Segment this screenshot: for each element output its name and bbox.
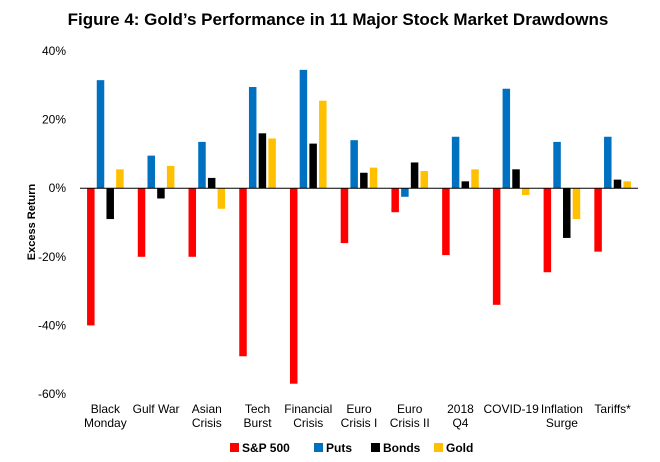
legend-label: Bonds [383, 441, 421, 455]
bar-bonds-5 [360, 172, 368, 189]
bar-bonds-9 [563, 188, 571, 238]
bar-gold-9 [572, 188, 581, 220]
bar-gold-5 [369, 167, 378, 189]
bar-s-p-500-7 [442, 188, 450, 256]
bar-gold-2 [217, 188, 226, 209]
x-category-label: Financial Crisis [284, 402, 332, 430]
bar-puts-3 [248, 87, 257, 189]
bar-gold-6 [420, 171, 429, 189]
bar-puts-4 [299, 69, 308, 189]
bar-s-p-500-5 [340, 188, 349, 244]
x-category-label: Tech Burst [244, 402, 273, 430]
legend: S&P 500 Puts Bonds Gold [230, 441, 473, 455]
legend-label: Puts [326, 441, 352, 455]
y-tick-label: 0% [49, 181, 67, 195]
bar-s-p-500-8 [492, 188, 501, 305]
x-category-label: Gulf War [133, 402, 180, 416]
bar-gold-3 [268, 138, 276, 189]
legend-swatch [230, 443, 239, 452]
x-category-label: Euro Crisis I [341, 402, 378, 430]
x-category-label-line: Burst [244, 416, 273, 430]
bar-puts-9 [553, 141, 561, 189]
x-category-label-line: Q4 [452, 416, 468, 430]
bar-gold-7 [471, 169, 479, 189]
x-category-label: Tariffs* [594, 402, 631, 416]
x-category-label-line: COVID-19 [484, 402, 540, 416]
bar-bonds-6 [410, 162, 419, 189]
x-category-label-line: Euro [397, 402, 423, 416]
x-category-label-line: Black [91, 402, 121, 416]
bar-gold-4 [319, 100, 327, 189]
bar-s-p-500-6 [391, 188, 399, 213]
bar-bonds-1 [157, 188, 165, 199]
bar-s-p-500-4 [289, 188, 298, 384]
legend-label: S&P 500 [242, 441, 290, 455]
legend-swatch [371, 443, 380, 452]
y-tick-label: 20% [42, 113, 66, 127]
x-category-label: 2018 Q4 [447, 402, 474, 430]
bar-puts-5 [350, 140, 358, 189]
x-category-label: Asian Crisis [192, 402, 222, 430]
x-category-label-line: Asian [192, 402, 222, 416]
bar-puts-8 [502, 88, 511, 189]
x-category-label-line: Surge [546, 416, 578, 430]
x-category-label-line: Crisis I [341, 416, 378, 430]
x-category-label-line: Crisis II [390, 416, 430, 430]
x-category-label: Euro Crisis II [390, 402, 430, 430]
bar-gold-10 [623, 181, 631, 189]
x-category-label-line: Crisis [293, 416, 323, 430]
bar-s-p-500-1 [137, 188, 146, 257]
legend-swatch [434, 443, 443, 452]
bar-gold-1 [166, 165, 175, 189]
x-category-label-line: Monday [84, 416, 127, 430]
bar-bonds-4 [309, 143, 317, 189]
bar-bonds-7 [461, 181, 470, 189]
bar-bonds-10 [613, 179, 622, 189]
bar-puts-1 [147, 155, 155, 189]
chart-title: Figure 4: Gold’s Performance in 11 Major… [68, 10, 609, 29]
bar-puts-7 [451, 136, 460, 189]
y-axis-label: Excess Return [26, 184, 38, 261]
x-category-label-line: Inflation [541, 402, 583, 416]
bar-bonds-0 [106, 188, 114, 220]
legend-label: Gold [446, 441, 473, 455]
bars-group [87, 69, 631, 384]
y-axis-ticks: 40% 20% 0% -20% -40% -60% [38, 44, 66, 401]
bar-s-p-500-3 [239, 188, 247, 357]
bar-s-p-500-2 [188, 188, 197, 257]
bar-puts-6 [401, 188, 409, 197]
x-category-label-line: Tariffs* [594, 402, 631, 416]
x-category-label: COVID-19 [484, 402, 540, 416]
y-tick-label: -60% [38, 387, 66, 401]
x-category-label-line: Gulf War [133, 402, 180, 416]
bar-gold-0 [116, 169, 124, 189]
bar-gold-8 [521, 188, 530, 196]
x-category-label-line: Financial [284, 402, 332, 416]
y-tick-label: -40% [38, 318, 66, 332]
x-category-label-line: Euro [346, 402, 372, 416]
bar-s-p-500-0 [87, 188, 95, 326]
x-category-label-line: Crisis [192, 416, 222, 430]
bar-bonds-2 [207, 177, 216, 189]
bar-puts-0 [96, 80, 105, 189]
x-category-label: Inflation Surge [541, 402, 583, 430]
legend-swatch [314, 443, 323, 452]
bar-s-p-500-9 [543, 188, 552, 273]
bar-puts-2 [198, 141, 206, 189]
y-tick-label: 40% [42, 44, 66, 58]
x-category-label-line: Tech [245, 402, 270, 416]
x-category-label-line: 2018 [447, 402, 474, 416]
y-tick-label: -20% [38, 250, 66, 264]
bar-bonds-3 [258, 133, 267, 189]
bar-puts-10 [604, 136, 612, 189]
bar-bonds-8 [512, 169, 520, 189]
x-category-label: Black Monday [84, 402, 127, 430]
bar-s-p-500-10 [594, 188, 602, 252]
